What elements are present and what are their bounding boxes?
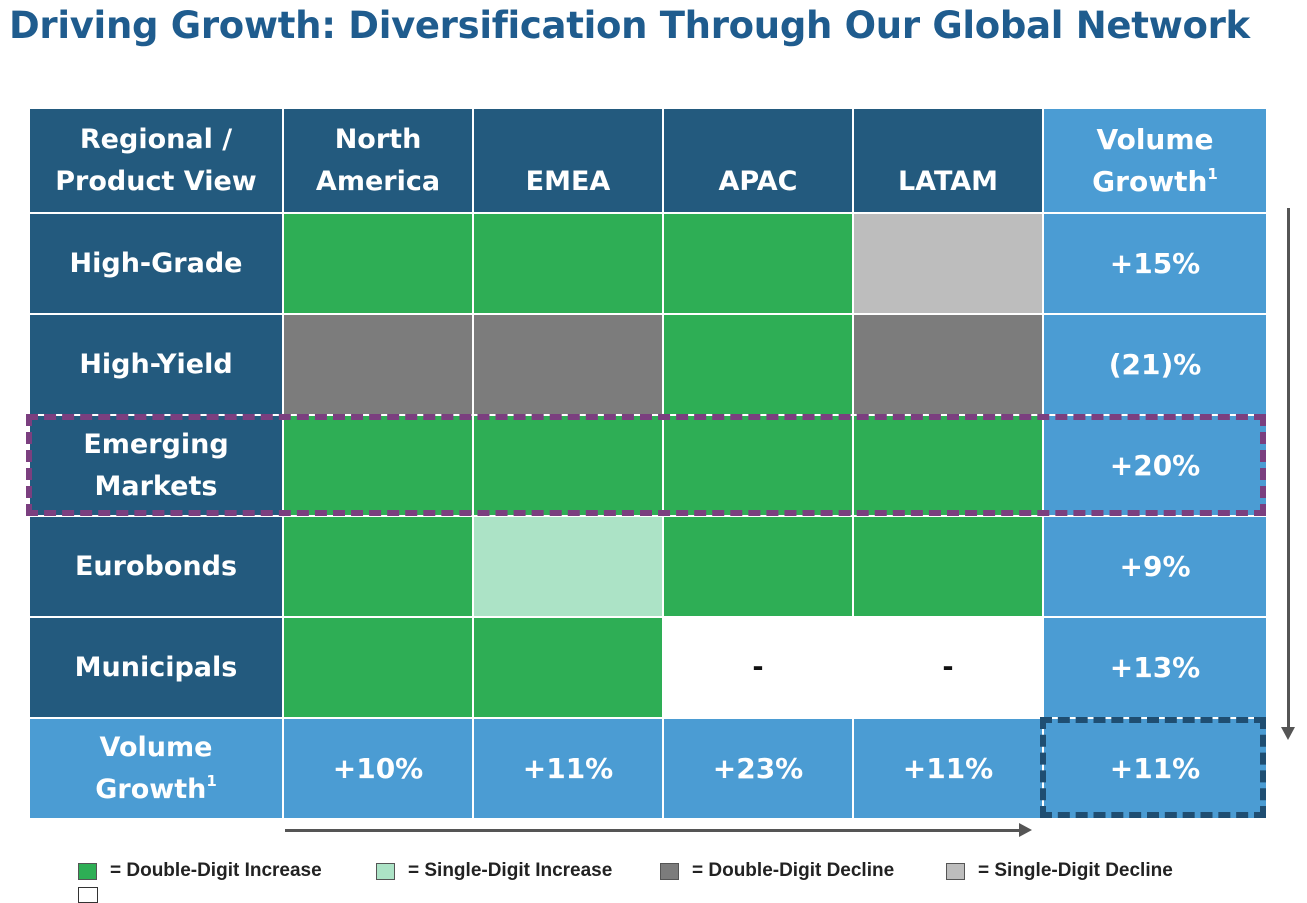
row-label-emerging-markets-line-2: Markets	[94, 470, 218, 502]
legend-swatch-single-increase	[376, 862, 395, 880]
region-total-north-america: +10%	[282, 717, 474, 820]
footer-label: Volume Growth1	[28, 717, 284, 820]
cell-emerging-markets-latam	[852, 414, 1044, 517]
cell-high-yield-emea	[472, 313, 664, 416]
footer-row: Volume Growth1 +10% +11% +23% +11% +11%	[28, 717, 1268, 820]
right-arrow	[285, 823, 1032, 837]
cell-emerging-markets-apac	[662, 414, 854, 517]
header-apac: APAC	[662, 107, 854, 214]
header-volume-growth-line-1: Volume	[1096, 122, 1214, 156]
row-high-grade: High-Grade +15%	[28, 212, 1268, 315]
cell-high-grade-apac	[662, 212, 854, 315]
header-row-label-line-1: Regional /	[79, 123, 233, 155]
cell-high-grade-latam	[852, 212, 1044, 315]
header-volume-growth: Volume Growth1	[1042, 107, 1268, 214]
header-row: Regional / Product View North America EM…	[28, 107, 1268, 214]
row-label-eurobonds: Eurobonds	[28, 515, 284, 618]
total-eurobonds: +9%	[1042, 515, 1268, 618]
legend-swatch-double-decline	[660, 862, 679, 880]
cell-emerging-markets-emea	[472, 414, 664, 517]
cell-municipals-north-america	[282, 616, 474, 719]
cell-municipals-apac: -	[662, 616, 854, 719]
total-high-yield: (21)%	[1042, 313, 1268, 416]
row-municipals: Municipals - - +13%	[28, 616, 1268, 719]
legend-swatch-double-increase	[78, 862, 97, 880]
header-north-america: North America	[282, 107, 474, 214]
row-label-high-grade: High-Grade	[28, 212, 284, 315]
cell-high-grade-north-america	[282, 212, 474, 315]
header-apac-label: APAC	[718, 165, 798, 197]
legend-label-double-decline: = Double-Digit Decline	[692, 860, 895, 881]
footer-label-line-1: Volume	[99, 731, 213, 763]
region-total-apac: +23%	[662, 717, 854, 820]
row-label-emerging-markets: Emerging Markets	[28, 414, 284, 517]
cell-municipals-latam: -	[852, 616, 1044, 719]
cell-eurobonds-north-america	[282, 515, 474, 618]
total-emerging-markets: +20%	[1042, 414, 1268, 517]
row-label-emerging-markets-line-1: Emerging	[83, 428, 229, 460]
header-north-america-line-1: North	[334, 123, 422, 155]
legend-item-double-decline: = Double-Digit Decline	[660, 860, 894, 882]
total-municipals: +13%	[1042, 616, 1268, 719]
footer-footnote-marker: 1	[206, 771, 217, 790]
footnote-marker: 1	[1207, 164, 1218, 183]
row-emerging-markets: Emerging Markets +20%	[28, 414, 1268, 517]
cell-high-yield-apac	[662, 313, 854, 416]
region-total-emea: +11%	[472, 717, 664, 820]
cell-high-yield-latam	[852, 313, 1044, 416]
cell-emerging-markets-north-america	[282, 414, 474, 517]
cell-eurobonds-latam	[852, 515, 1044, 618]
growth-matrix: Regional / Product View North America EM…	[28, 107, 1268, 820]
cell-municipals-emea	[472, 616, 664, 719]
legend-label-double-increase: = Double-Digit Increase	[110, 860, 322, 881]
header-emea-label: EMEA	[525, 165, 611, 197]
header-volume-growth-line-2: Growth	[1092, 164, 1208, 198]
header-row-label-line-2: Product View	[55, 165, 257, 197]
cell-eurobonds-apac	[662, 515, 854, 618]
legend-swatch-single-decline	[946, 862, 965, 880]
legend: = Double-Digit Increase = Single-Digit I…	[0, 860, 1307, 894]
cell-eurobonds-emea	[472, 515, 664, 618]
legend-item-double-increase: = Double-Digit Increase	[78, 860, 322, 882]
legend-item-single-decline: = Single-Digit Decline	[946, 860, 1173, 882]
page-title: Driving Growth: Diversification Through …	[9, 4, 1250, 47]
total-high-grade: +15%	[1042, 212, 1268, 315]
legend-label-single-decline: = Single-Digit Decline	[978, 860, 1173, 881]
header-latam-label: LATAM	[897, 165, 999, 197]
row-label-high-yield: High-Yield	[28, 313, 284, 416]
row-label-municipals: Municipals	[28, 616, 284, 719]
header-latam: LATAM	[852, 107, 1044, 214]
legend-item-single-increase: = Single-Digit Increase	[376, 860, 612, 882]
cell-high-yield-north-america	[282, 313, 474, 416]
row-eurobonds: Eurobonds +9%	[28, 515, 1268, 618]
header-row-label: Regional / Product View	[28, 107, 284, 214]
footer-label-line-2: Growth	[95, 773, 207, 805]
legend-swatch-not-available	[78, 887, 98, 903]
header-emea: EMEA	[472, 107, 664, 214]
row-high-yield: High-Yield (21)%	[28, 313, 1268, 416]
grand-total: +11%	[1042, 717, 1268, 820]
region-total-latam: +11%	[852, 717, 1044, 820]
cell-high-grade-emea	[472, 212, 664, 315]
legend-label-single-increase: = Single-Digit Increase	[408, 860, 613, 881]
down-arrow	[1281, 208, 1295, 740]
header-north-america-line-2: America	[315, 165, 441, 197]
